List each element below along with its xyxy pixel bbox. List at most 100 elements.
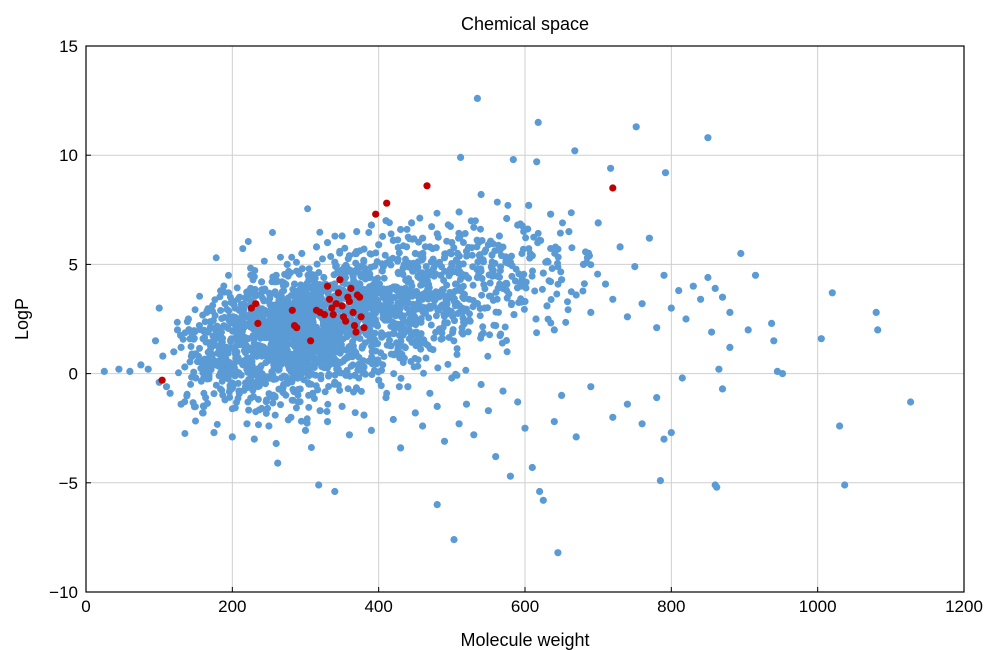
scatter-point (306, 311, 314, 319)
scatter-point (542, 258, 550, 266)
scatter-point (449, 326, 457, 334)
highlighted-point (288, 306, 296, 314)
scatter-point (432, 244, 440, 252)
scatter-point (304, 205, 312, 213)
scatter-point (221, 396, 229, 404)
scatter-point (284, 312, 292, 320)
scatter-point (221, 300, 229, 308)
scatter-point (191, 306, 199, 314)
scatter-point (298, 369, 306, 377)
scatter-point (528, 252, 536, 260)
scatter-point (387, 230, 395, 238)
scatter-point (259, 294, 267, 302)
chart-title: Chemical space (461, 14, 589, 34)
scatter-point (353, 228, 361, 236)
scatter-point (550, 418, 558, 426)
scatter-point (486, 331, 494, 339)
scatter-point (151, 337, 160, 345)
scatter-point (479, 323, 487, 331)
highlighted-point (352, 328, 360, 336)
scatter-point (260, 257, 268, 265)
scatter-point (212, 254, 220, 262)
scatter-point (271, 411, 279, 419)
scatter-point (433, 501, 441, 509)
scatter-point (432, 328, 440, 336)
scatter-point (468, 244, 476, 252)
scatter-point (367, 263, 375, 271)
scatter-point (448, 291, 456, 299)
scatter-point (187, 343, 195, 350)
scatter-point (240, 347, 248, 355)
scatter-point (403, 225, 411, 233)
scatter-point (457, 153, 465, 161)
scatter-point (510, 311, 518, 319)
scatter-point (159, 352, 167, 360)
scatter-point (274, 459, 282, 467)
scatter-point (234, 379, 242, 387)
scatter-point (594, 270, 602, 278)
scatter-point (381, 311, 389, 319)
scatter-point (450, 536, 458, 544)
scatter-point (397, 444, 405, 452)
y-tick-label: 15 (59, 37, 78, 56)
scatter-point (499, 284, 507, 292)
scatter-point (506, 258, 514, 266)
scatter-point (332, 348, 340, 356)
scatter-point (247, 264, 255, 272)
scatter-point (196, 344, 203, 352)
scatter-point (278, 278, 286, 286)
scatter-point (230, 364, 238, 372)
scatter-point (572, 291, 580, 299)
scatter-point (209, 307, 216, 315)
scatter-point (418, 256, 426, 264)
scatter-point (395, 249, 403, 257)
scatter-point (557, 268, 565, 276)
scatter-point (477, 190, 485, 199)
scatter-point (200, 326, 208, 334)
scatter-point (536, 487, 544, 496)
scatter-point (269, 337, 277, 345)
scatter-point (704, 134, 712, 142)
scatter-point (225, 346, 233, 354)
scatter-point (434, 364, 442, 372)
scatter-point (558, 391, 566, 399)
scatter-point (459, 239, 467, 246)
scatter-point (189, 399, 197, 407)
scatter-point (294, 398, 302, 406)
scatter-point (478, 237, 486, 244)
scatter-point (872, 308, 880, 316)
x-axis-label: Molecule weight (460, 630, 589, 650)
highlighted-point (247, 304, 255, 312)
scatter-point (323, 239, 332, 247)
scatter-point (587, 383, 595, 391)
scatter-point (645, 234, 654, 242)
scatter-point (294, 304, 302, 312)
scatter-point (433, 260, 441, 268)
scatter-point (509, 156, 517, 164)
scatter-point (408, 338, 416, 346)
scatter-point (411, 409, 419, 417)
highlighted-point (345, 297, 353, 306)
scatter-point (426, 389, 434, 397)
scatter-point (278, 374, 285, 382)
scatter-point (340, 263, 348, 271)
scatter-point (682, 315, 690, 323)
axis-ticks: 0 200 400 600 800 1000 1200 −10 −5 0 5 10 15 (49, 37, 983, 616)
scatter-point (313, 295, 321, 302)
scatter-point (495, 308, 502, 316)
scatter-point (547, 278, 555, 286)
scatter-point (297, 297, 305, 305)
scatter-point (517, 282, 525, 290)
scatter-point (404, 383, 412, 391)
scatter-point (874, 326, 882, 334)
scatter-point (504, 201, 512, 209)
scatter-point (360, 258, 368, 266)
scatter-point (453, 351, 461, 358)
scatter-point (416, 274, 424, 282)
scatter-point (316, 228, 324, 236)
scatter-point (426, 243, 434, 251)
scatter-point (217, 307, 225, 314)
scatter-point (580, 280, 588, 288)
scatter-point (296, 356, 304, 364)
